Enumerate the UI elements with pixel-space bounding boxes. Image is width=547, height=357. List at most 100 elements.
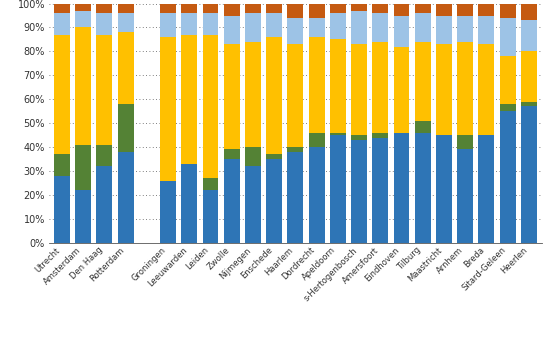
Bar xyxy=(309,37,324,133)
Bar xyxy=(521,51,537,102)
Bar xyxy=(54,35,70,154)
Bar xyxy=(499,56,515,104)
Bar xyxy=(54,13,70,35)
Bar xyxy=(75,27,91,145)
Bar xyxy=(457,15,473,42)
Bar xyxy=(330,133,346,135)
Bar xyxy=(309,147,324,243)
Bar xyxy=(202,4,218,13)
Bar xyxy=(224,15,240,44)
Bar xyxy=(75,190,91,243)
Bar xyxy=(160,13,176,37)
Bar xyxy=(499,104,515,111)
Bar xyxy=(436,15,452,44)
Bar xyxy=(181,164,197,243)
Bar xyxy=(160,4,176,13)
Bar xyxy=(181,13,197,35)
Bar xyxy=(330,135,346,243)
Bar xyxy=(75,4,91,11)
Bar xyxy=(415,13,430,42)
Bar xyxy=(96,35,112,145)
Bar xyxy=(75,11,91,27)
Bar xyxy=(224,44,240,150)
Bar xyxy=(266,159,282,243)
Bar xyxy=(266,4,282,13)
Bar xyxy=(202,13,218,35)
Bar xyxy=(521,102,537,106)
Bar xyxy=(393,47,410,133)
Bar xyxy=(181,4,197,13)
Bar xyxy=(330,39,346,133)
Bar xyxy=(160,181,176,243)
Bar xyxy=(351,140,367,243)
Bar xyxy=(96,166,112,243)
Bar xyxy=(75,145,91,190)
Bar xyxy=(309,133,324,147)
Bar xyxy=(479,135,494,243)
Bar xyxy=(415,4,430,13)
Bar xyxy=(202,190,218,243)
Bar xyxy=(457,135,473,150)
Bar xyxy=(224,150,240,159)
Bar xyxy=(499,4,515,18)
Bar xyxy=(245,42,261,147)
Bar xyxy=(393,133,410,243)
Bar xyxy=(499,18,515,56)
Bar xyxy=(287,18,304,44)
Bar xyxy=(224,159,240,243)
Bar xyxy=(287,44,304,147)
Bar xyxy=(415,121,430,133)
Bar xyxy=(457,4,473,15)
Bar xyxy=(266,13,282,37)
Bar xyxy=(436,4,452,15)
Bar xyxy=(118,32,133,104)
Bar xyxy=(351,4,367,11)
Bar xyxy=(160,37,176,181)
Bar xyxy=(54,176,70,243)
Bar xyxy=(373,137,388,243)
Bar xyxy=(118,104,133,152)
Bar xyxy=(415,133,430,243)
Bar xyxy=(351,11,367,44)
Bar xyxy=(457,42,473,135)
Bar xyxy=(521,4,537,20)
Bar xyxy=(96,145,112,166)
Bar xyxy=(436,44,452,135)
Bar xyxy=(479,44,494,135)
Bar xyxy=(287,152,304,243)
Bar xyxy=(245,13,261,42)
Bar xyxy=(96,4,112,13)
Bar xyxy=(373,133,388,137)
Bar xyxy=(54,4,70,13)
Bar xyxy=(309,18,324,37)
Bar xyxy=(351,135,367,140)
Bar xyxy=(224,4,240,15)
Bar xyxy=(330,4,346,13)
Bar xyxy=(373,42,388,133)
Bar xyxy=(479,4,494,15)
Bar xyxy=(245,4,261,13)
Bar xyxy=(287,147,304,152)
Bar xyxy=(373,4,388,13)
Bar xyxy=(393,4,410,15)
Bar xyxy=(393,15,410,47)
Bar xyxy=(245,166,261,243)
Bar xyxy=(118,4,133,13)
Bar xyxy=(96,13,112,35)
Bar xyxy=(287,4,304,18)
Bar xyxy=(266,37,282,154)
Bar xyxy=(499,111,515,243)
Bar xyxy=(521,20,537,51)
Bar xyxy=(479,15,494,44)
Bar xyxy=(436,135,452,243)
Bar xyxy=(202,35,218,178)
Bar xyxy=(521,106,537,243)
Bar xyxy=(202,178,218,190)
Bar xyxy=(54,154,70,176)
Bar xyxy=(245,147,261,166)
Bar xyxy=(266,154,282,159)
Bar xyxy=(309,4,324,18)
Bar xyxy=(373,13,388,42)
Bar xyxy=(181,35,197,164)
Bar xyxy=(330,13,346,39)
